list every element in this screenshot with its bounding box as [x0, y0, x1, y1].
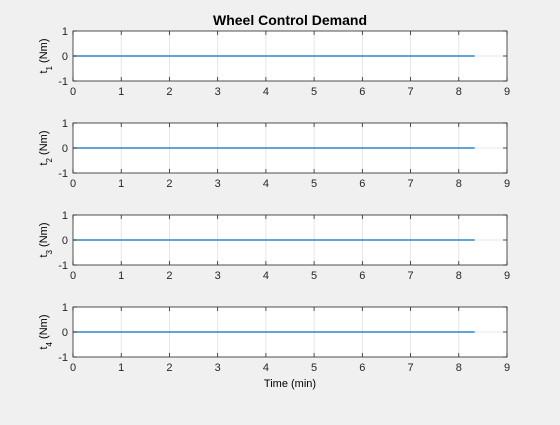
axes-2-xtick-label: 3: [215, 178, 221, 190]
axes-3-ylabel: t3 (Nm): [38, 222, 54, 257]
axes-2-xtick-label: 7: [407, 178, 413, 190]
axes-1-xtick-label: 0: [70, 86, 76, 98]
axes-3-xtick-label: 8: [456, 270, 462, 282]
axes-4-ytick-label: 0: [62, 327, 68, 339]
axes-2-ylabel: t2 (Nm): [38, 130, 54, 165]
axes-4-xtick-label: 7: [407, 362, 413, 374]
axes-4-xtick-label: 1: [118, 362, 124, 374]
axes-3-xtick-label: 6: [359, 270, 365, 282]
axes-2-ytick-label: 1: [62, 118, 68, 130]
axes-1-ylabel-subscript: 1: [45, 65, 54, 70]
axes-1-xtick-label: 5: [311, 86, 317, 98]
axes-2-xtick-label: 9: [504, 178, 510, 190]
axes-3-xtick-label: 7: [407, 270, 413, 282]
axes-1-xtick-label: 1: [118, 86, 124, 98]
axes-2-xtick-label: 4: [263, 178, 269, 190]
axes-4-ylabel-base: t: [38, 346, 50, 349]
axes-3-ytick-label: -1: [58, 260, 68, 272]
axes-2-ytick-label: 0: [62, 143, 68, 155]
axes-3-xtick-label: 9: [504, 270, 510, 282]
axes-1-xtick-label: 2: [166, 86, 172, 98]
axes-4-xtick-label: 9: [504, 362, 510, 374]
axes-4-xtick-label: 8: [456, 362, 462, 374]
axes-1-ylabel-unit: (Nm): [38, 38, 50, 66]
figure-title: Wheel Control Demand: [213, 12, 367, 28]
axes-3-ylabel-base: t: [38, 254, 50, 257]
axes-1-ylabel: t1 (Nm): [38, 38, 54, 73]
axes-2-ylabel-subscript: 2: [45, 157, 54, 162]
axes-1-xtick-label: 4: [263, 86, 269, 98]
axes-4-xtick-label: 2: [166, 362, 172, 374]
axes-3-xtick-label: 4: [263, 270, 269, 282]
axes-4-xtick-label: 0: [70, 362, 76, 374]
axes-2-xtick-label: 0: [70, 178, 76, 190]
axes-4-xtick-label: 4: [263, 362, 269, 374]
axes-1-ytick-label: -1: [58, 76, 68, 88]
axes-3-xtick-label: 3: [215, 270, 221, 282]
axes-4-xlabel: Time (min): [264, 378, 316, 390]
axes-2-xtick-label: 2: [166, 178, 172, 190]
axes-4-ylabel-unit: (Nm): [38, 314, 50, 342]
axes-3-ylabel-unit: (Nm): [38, 222, 50, 250]
axes-2-ylabel-unit: (Nm): [38, 130, 50, 158]
axes-4-ytick-label: 1: [62, 302, 68, 314]
axes-3-xtick-label: 5: [311, 270, 317, 282]
axes-1-ytick-label: 1: [62, 26, 68, 38]
axes-1-xtick-label: 9: [504, 86, 510, 98]
axes-3-xtick-label: 0: [70, 270, 76, 282]
axes-3-ytick-label: 1: [62, 210, 68, 222]
axes-3-xtick-label: 2: [166, 270, 172, 282]
axes-2-ytick-label: -1: [58, 168, 68, 180]
axes-4-ylabel: t4 (Nm): [38, 314, 54, 349]
axes-1-xtick-label: 7: [407, 86, 413, 98]
axes-1-xtick-label: 3: [215, 86, 221, 98]
axes-1-ylabel-base: t: [38, 70, 50, 73]
axes-3-ytick-label: 0: [62, 235, 68, 247]
axes-4-ytick-label: -1: [58, 352, 68, 364]
axes-3-xtick-label: 1: [118, 270, 124, 282]
axes-1-xtick-label: 8: [456, 86, 462, 98]
axes-2-xtick-label: 5: [311, 178, 317, 190]
axes-1-ytick-label: 0: [62, 51, 68, 63]
axes-2-xtick-label: 1: [118, 178, 124, 190]
axes-4-xtick-label: 5: [311, 362, 317, 374]
axes-2-xtick-label: 6: [359, 178, 365, 190]
axes-4-xtick-label: 6: [359, 362, 365, 374]
axes-3-ylabel-subscript: 3: [45, 249, 54, 254]
axes-1-xtick-label: 6: [359, 86, 365, 98]
axes-2-ylabel-base: t: [38, 162, 50, 165]
axes-4-ylabel-subscript: 4: [45, 341, 54, 346]
axes-2-xtick-label: 8: [456, 178, 462, 190]
axes-4-xtick-label: 3: [215, 362, 221, 374]
